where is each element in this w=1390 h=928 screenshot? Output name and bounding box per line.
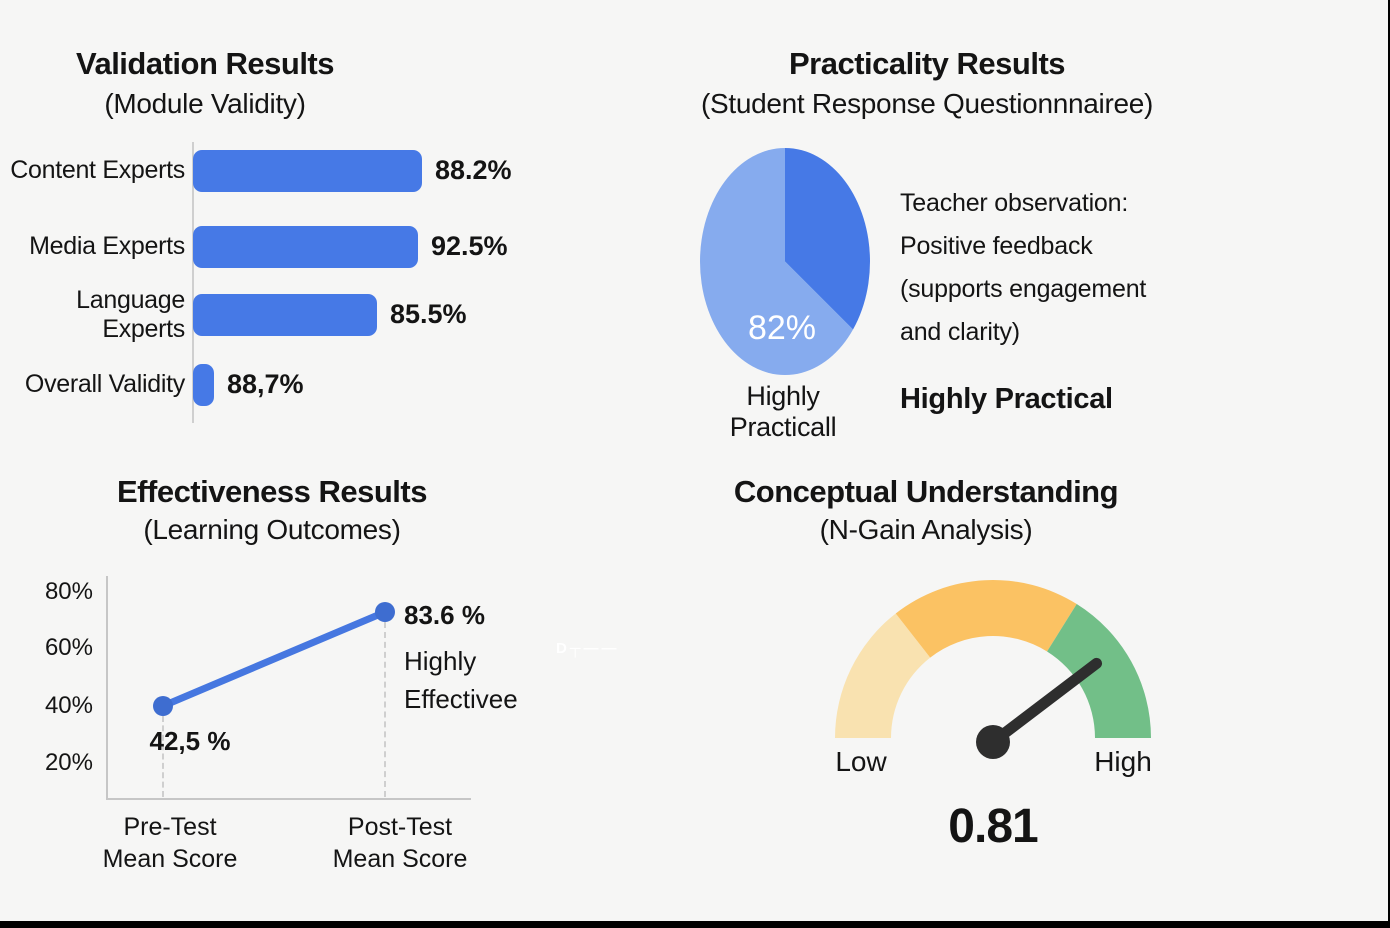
line-chart-x-axis xyxy=(106,798,471,800)
gauge-green-segment xyxy=(1047,604,1151,738)
effectiveness-subtitle: (Learning Outcomes) xyxy=(143,514,401,545)
post-test-guide-line xyxy=(384,622,386,797)
bar-value: 88,7% xyxy=(227,369,304,399)
gauge-pale-segment xyxy=(835,613,931,738)
y-tick-40: 40% xyxy=(44,692,93,719)
pre-test-guide-line xyxy=(162,716,164,797)
effectiveness-annotation: Highly Effectivee xyxy=(404,646,518,714)
conceptual-subtitle: (N-Gain Analysis) xyxy=(819,514,1033,545)
practicality-verdict: Highly Practical xyxy=(900,383,1113,415)
post-test-value: 83.6 % xyxy=(404,600,485,630)
practicality-subtitle: (Student Response Questionnnairee) xyxy=(700,88,1154,119)
bar-row-content-experts: Content Experts 88.2% xyxy=(0,149,512,192)
y-tick-20: 20% xyxy=(44,749,93,776)
practicality-title: Practicality Results xyxy=(788,46,1066,81)
bar xyxy=(193,293,377,336)
ngain-value: 0.81 xyxy=(948,800,1038,853)
x-label-pre-test: Pre-Test Mean Score xyxy=(102,813,238,873)
teacher-observation-note: Teacher observation: Positive feedback (… xyxy=(900,189,1147,346)
y-tick-60: 60% xyxy=(44,634,93,661)
bar xyxy=(193,149,422,192)
pie-caption: Highly Practicall xyxy=(729,381,837,442)
bar-row-media-experts: Media Experts 92.5% xyxy=(0,225,508,268)
gauge-high-label: High xyxy=(1094,746,1152,777)
bar-label: Media Experts xyxy=(29,232,185,260)
bar xyxy=(193,225,418,268)
validation-subtitle: (Module Validity) xyxy=(104,88,306,119)
conceptual-title: Conceptual Understanding xyxy=(733,474,1119,509)
bar-label: Overall Validity xyxy=(24,370,185,398)
bar-label: Language Experts xyxy=(76,285,185,343)
pre-test-value: 42,5 % xyxy=(149,726,231,756)
bar-value: 85.5% xyxy=(390,299,467,329)
x-label-post-test: Post-Test Mean Score xyxy=(332,813,468,873)
gauge-needle xyxy=(987,657,1103,748)
post-test-point xyxy=(375,602,395,622)
white-artifact: D┬—— xyxy=(556,640,620,657)
gauge-orange-segment xyxy=(895,580,1077,658)
line-chart-y-axis xyxy=(106,576,108,800)
bar-value: 92.5% xyxy=(431,231,508,261)
validation-title: Validation Results xyxy=(75,46,335,81)
gauge-hub xyxy=(976,725,1010,759)
bar-row-language-experts: Language Experts 85.5% xyxy=(0,286,467,343)
bar xyxy=(193,363,214,406)
bar-row-overall-validity: Overall Validity 88,7% xyxy=(0,363,304,406)
y-tick-80: 80% xyxy=(44,578,93,605)
effectiveness-line xyxy=(159,608,389,710)
pie-chart xyxy=(700,148,870,375)
gauge-low-label: Low xyxy=(835,746,887,777)
effectiveness-title: Effectiveness Results xyxy=(117,474,427,509)
pie-percent-label: 82% xyxy=(747,309,817,347)
bar-label: Content Experts xyxy=(10,156,185,184)
bar-value: 88.2% xyxy=(435,155,512,185)
bar-chart-axis xyxy=(192,142,194,423)
pre-test-point xyxy=(153,696,173,716)
